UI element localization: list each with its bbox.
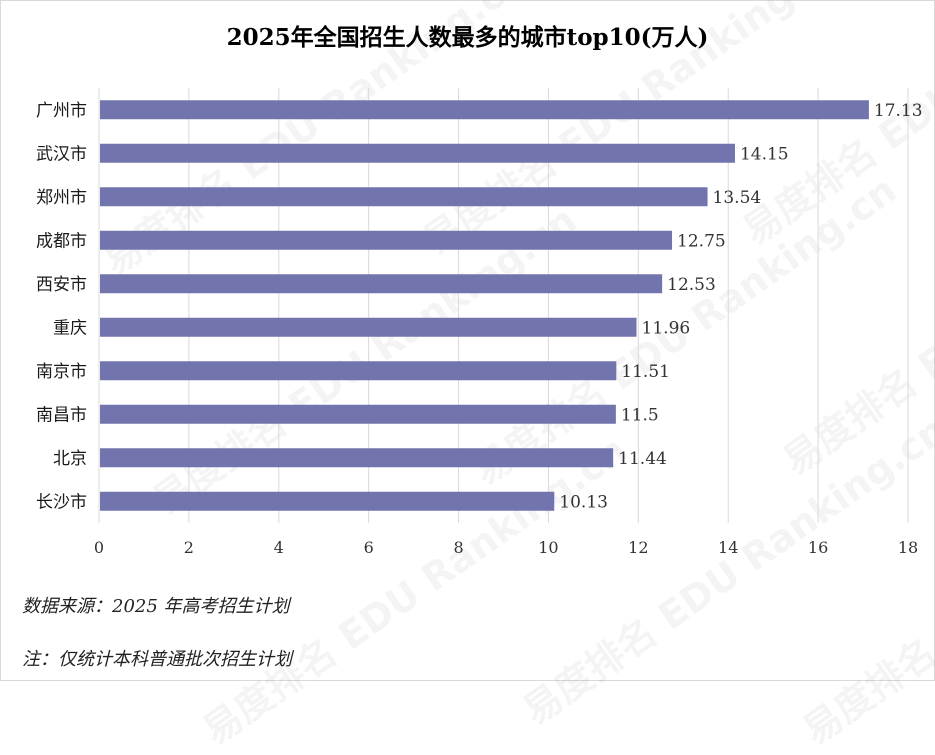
bar: [100, 361, 617, 381]
bar: [100, 404, 616, 424]
chart-title: 2025年全国招生人数最多的城市top10(万人): [226, 24, 709, 51]
bar: [100, 230, 673, 250]
data-label: 10.13: [559, 492, 608, 512]
category-label: 西安市: [36, 275, 87, 295]
data-label: 11.5: [621, 405, 659, 425]
data-label: 12.53: [667, 275, 716, 295]
labels: 0 2 4 6 8 10 12 14 16 18 广州市 17.13 武汉市 14.15 郑州市 13.54 成…: [36, 101, 923, 557]
scope-note: 注：仅统计本科普通批次招生计划: [22, 649, 292, 670]
category-label: 广州市: [36, 101, 87, 121]
category-label: 北京: [53, 449, 87, 469]
data-label: 11.44: [618, 449, 667, 469]
bar: [100, 143, 735, 163]
category-label: 郑州市: [36, 188, 87, 208]
bar: [100, 448, 614, 468]
data-label: 14.15: [740, 144, 789, 164]
bars: [100, 100, 869, 511]
bar: [100, 187, 708, 207]
category-label: 武汉市: [36, 144, 87, 164]
data-label: 17.13: [874, 101, 923, 121]
category-label: 南京市: [36, 362, 87, 382]
data-label: 11.51: [621, 362, 670, 382]
x-tick-label: 0: [94, 538, 104, 557]
data-label: 13.54: [713, 188, 762, 208]
x-tick-label: 18: [898, 538, 918, 557]
x-tick-label: 6: [364, 538, 374, 557]
bar: [100, 274, 663, 294]
source-note: 数据来源：2025 年高考招生计划: [22, 596, 290, 617]
category-label: 南昌市: [36, 405, 87, 425]
x-tick-label: 16: [808, 538, 828, 557]
category-label: 重庆: [53, 318, 87, 338]
bar: [100, 491, 555, 511]
bar: [100, 100, 869, 120]
bar-chart: 0 2 4 6 8 10 12 14 16 18 广州市 17.13 武汉市 14.15 郑州市 13.54 成…: [36, 88, 923, 557]
x-tick-label: 12: [628, 538, 648, 557]
x-tick-label: 10: [538, 538, 558, 557]
x-tick-label: 14: [718, 538, 738, 557]
category-label: 成都市: [36, 231, 87, 251]
data-label: 11.96: [642, 318, 691, 338]
category-label: 长沙市: [36, 492, 87, 512]
bar: [100, 317, 637, 337]
x-tick-label: 4: [274, 538, 284, 557]
x-tick-label: 8: [453, 538, 463, 557]
x-tick-label: 2: [184, 538, 194, 557]
data-label: 12.75: [677, 231, 726, 251]
